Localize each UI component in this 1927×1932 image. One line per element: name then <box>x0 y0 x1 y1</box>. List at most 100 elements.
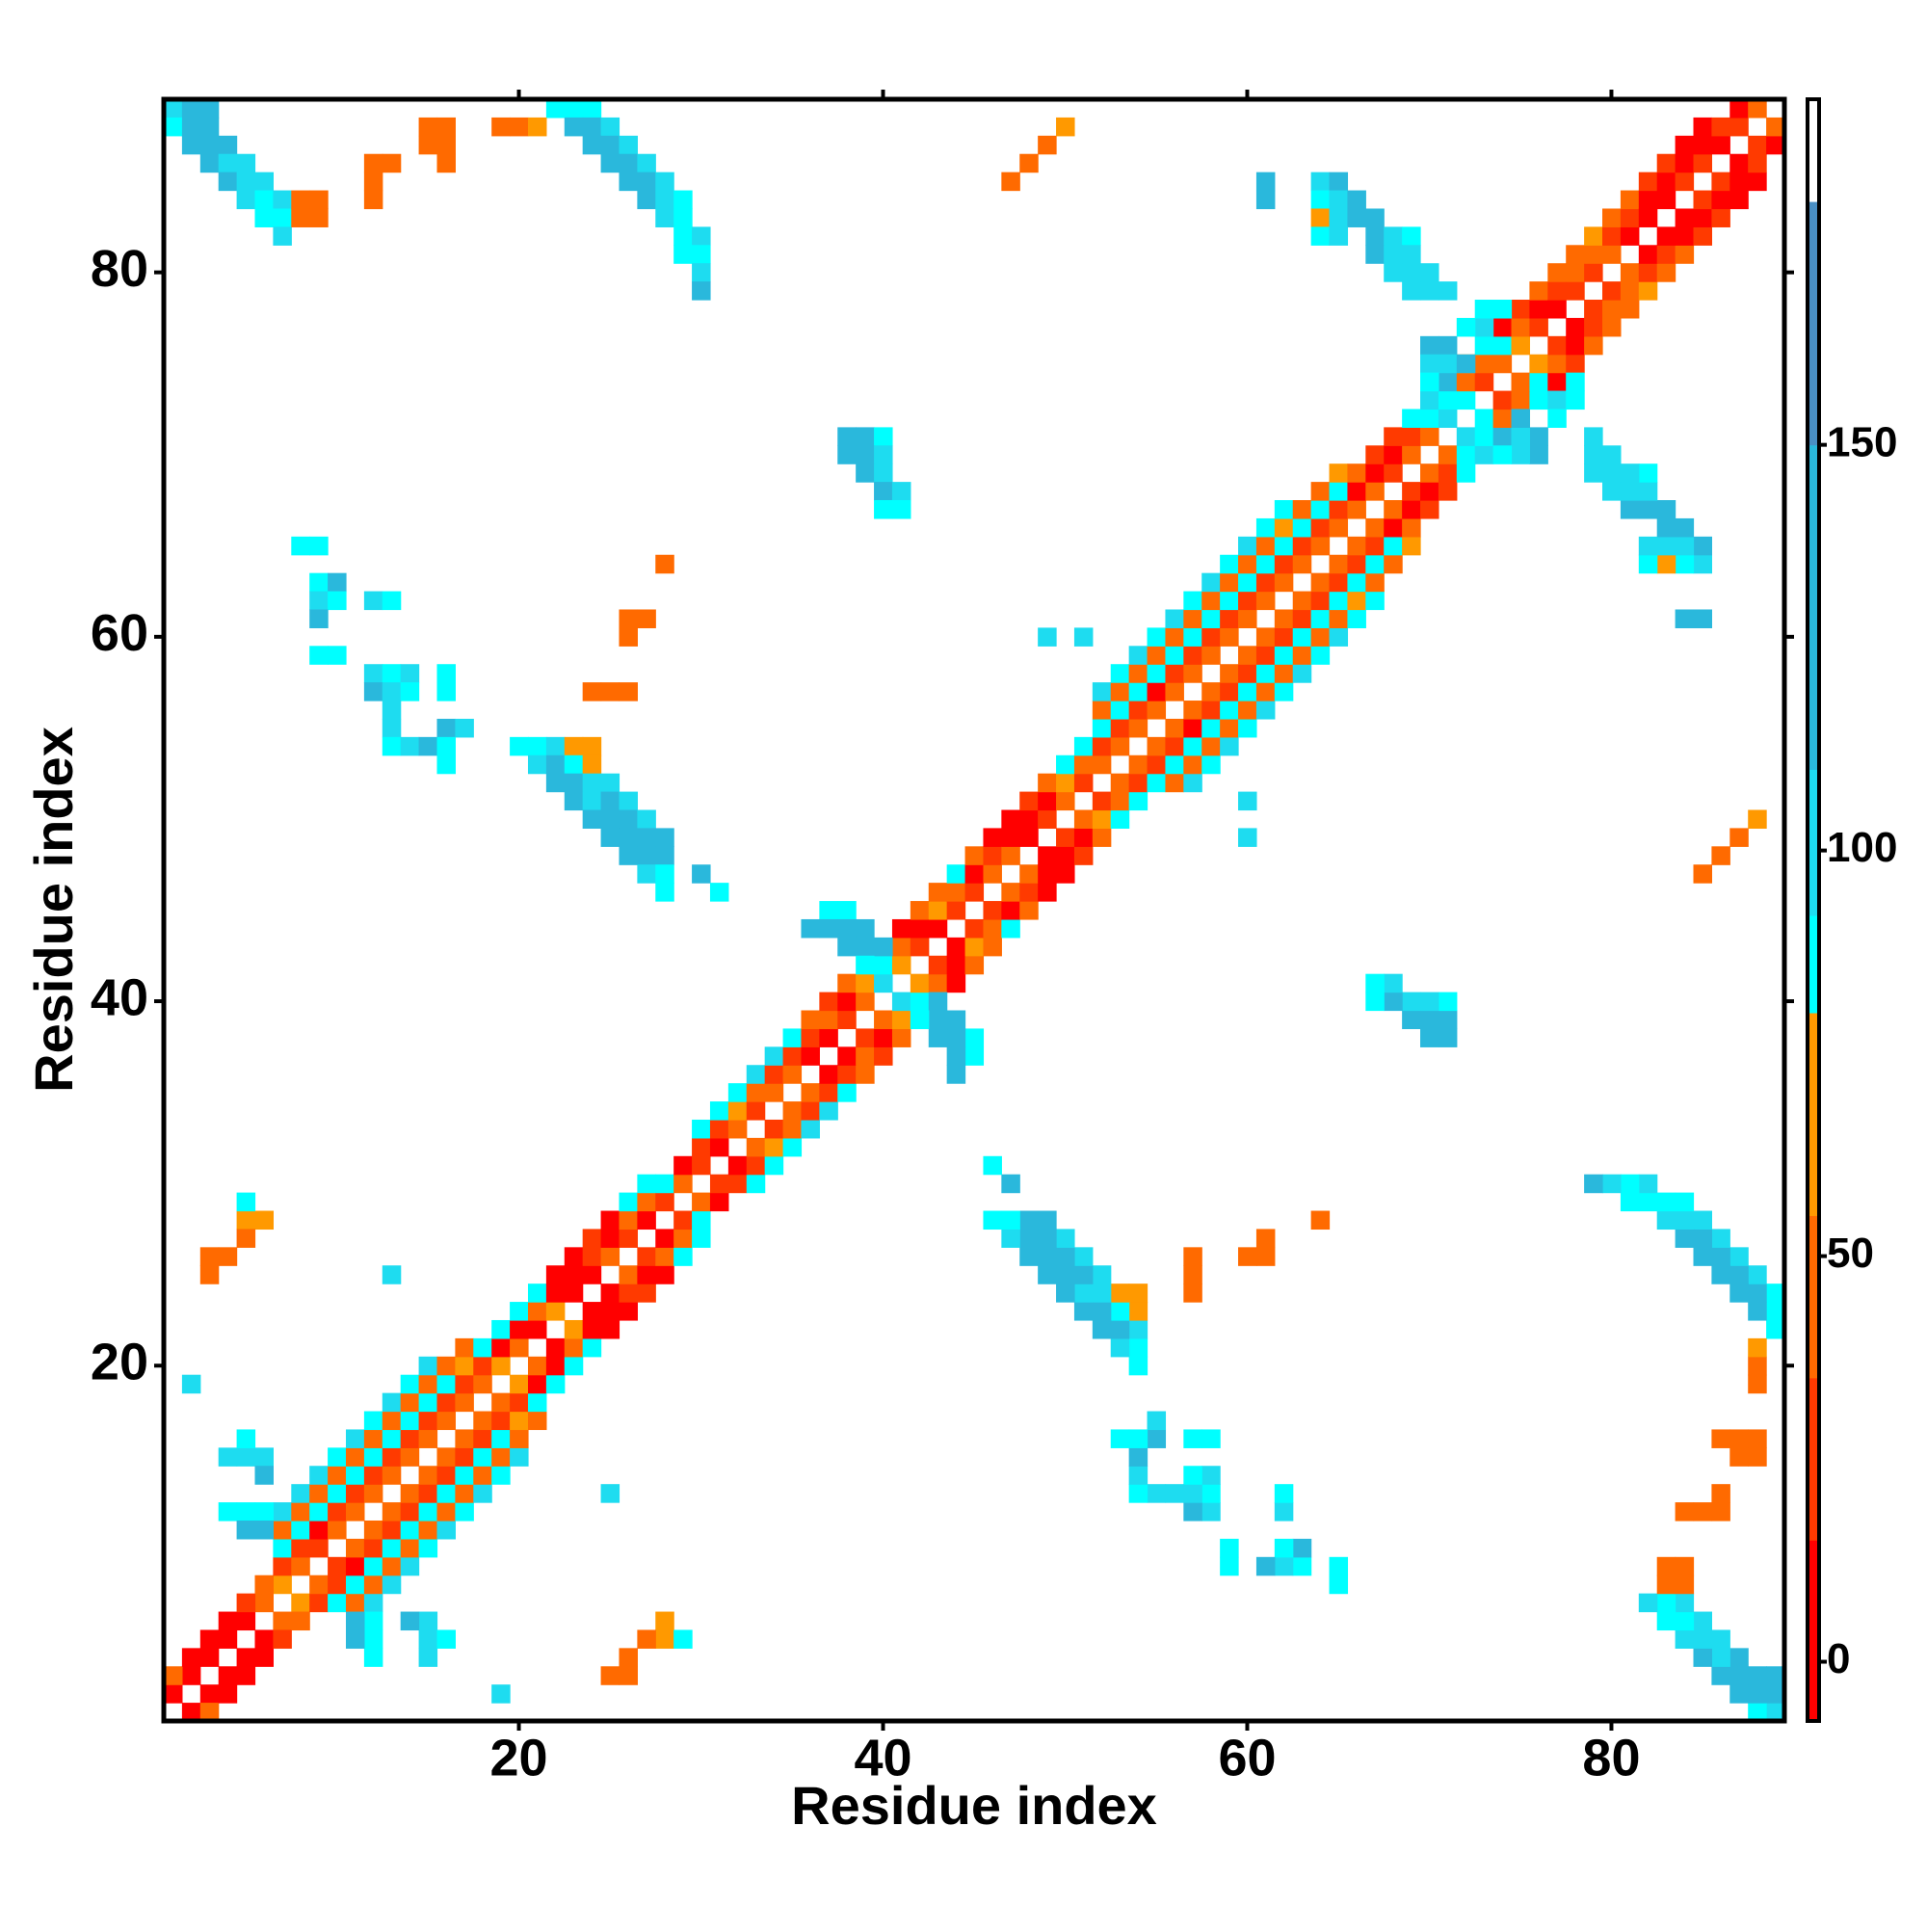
cell <box>1729 1284 1749 1303</box>
cell <box>1056 117 1075 137</box>
cell <box>363 1520 383 1540</box>
cell <box>1110 682 1130 701</box>
cell <box>363 1466 383 1485</box>
cell <box>1274 536 1294 556</box>
cell <box>1638 172 1658 192</box>
cell <box>874 482 893 501</box>
cell <box>1748 99 1767 119</box>
cell <box>1329 172 1349 192</box>
cell <box>1347 482 1366 501</box>
cell <box>1310 609 1331 628</box>
cell <box>819 918 838 939</box>
cell <box>727 1083 748 1102</box>
cell <box>619 153 638 173</box>
cell <box>655 828 674 847</box>
cell <box>1602 300 1622 319</box>
cell <box>1693 864 1713 884</box>
cell <box>199 1247 220 1266</box>
cell <box>582 135 602 155</box>
cell <box>1638 554 1658 574</box>
cell <box>1420 463 1439 483</box>
cell <box>1238 701 1257 720</box>
cell <box>1274 1538 1294 1558</box>
cell <box>1456 445 1476 464</box>
cell <box>1675 153 1695 173</box>
cell <box>1274 500 1294 519</box>
cell <box>1602 463 1622 483</box>
cell <box>1092 1284 1112 1303</box>
cell <box>856 918 875 939</box>
cell <box>400 1411 420 1431</box>
cell <box>1420 335 1439 356</box>
cell <box>1238 791 1257 811</box>
cell <box>1255 591 1276 611</box>
cell <box>1274 646 1294 665</box>
cell <box>1165 646 1184 665</box>
cell <box>727 1119 748 1139</box>
cell <box>637 1265 656 1284</box>
cell <box>418 736 438 756</box>
cell <box>181 99 201 119</box>
cell <box>345 1447 365 1467</box>
cell <box>874 1010 893 1030</box>
cell <box>837 973 857 993</box>
cell <box>600 1302 620 1321</box>
cell <box>1748 153 1767 173</box>
cell <box>400 682 420 701</box>
cell <box>1201 591 1221 611</box>
cell <box>1274 1502 1294 1522</box>
cell <box>619 1265 638 1284</box>
cell <box>181 135 201 155</box>
cell <box>1347 572 1366 593</box>
cell <box>1638 1192 1658 1212</box>
cell <box>1038 846 1057 865</box>
cell <box>1584 263 1603 282</box>
cell <box>964 955 985 975</box>
cell <box>1128 1447 1148 1467</box>
cell <box>1420 263 1439 282</box>
cell <box>1365 992 1385 1012</box>
cell <box>1438 390 1458 410</box>
cell <box>582 809 602 830</box>
cell <box>1620 190 1640 210</box>
cell <box>328 1575 347 1595</box>
cell <box>692 281 711 301</box>
cell <box>1056 791 1075 811</box>
cell <box>436 1447 456 1467</box>
cell <box>1365 445 1385 464</box>
colorbar-frame <box>1806 97 1821 1723</box>
cell <box>1183 591 1202 611</box>
cell <box>1092 754 1112 775</box>
cell <box>1292 1556 1312 1576</box>
colorbar-segment <box>1808 1013 1819 1216</box>
cell <box>1019 864 1039 884</box>
cell <box>382 1520 402 1540</box>
cell <box>1110 701 1130 720</box>
cell <box>382 1538 402 1558</box>
cell <box>510 117 529 137</box>
cell <box>236 172 256 192</box>
cell <box>236 1648 256 1667</box>
cell <box>1584 245 1603 264</box>
cell <box>291 1520 310 1540</box>
cell <box>1438 1010 1458 1030</box>
cell <box>436 1374 456 1394</box>
cell <box>1238 828 1257 847</box>
cell <box>1602 208 1622 227</box>
cell <box>637 1192 656 1212</box>
cell <box>1693 135 1713 155</box>
cell <box>309 190 329 210</box>
cell <box>655 883 674 902</box>
cell <box>891 937 911 957</box>
cell <box>1365 463 1385 483</box>
cell <box>1292 517 1312 538</box>
cell <box>1656 1611 1676 1631</box>
cell <box>1711 117 1730 137</box>
cell <box>309 1502 329 1522</box>
cell <box>1584 463 1603 483</box>
cell <box>1638 281 1658 301</box>
cell <box>363 1593 383 1613</box>
cell <box>874 427 893 446</box>
plot-frame <box>161 96 1787 1724</box>
